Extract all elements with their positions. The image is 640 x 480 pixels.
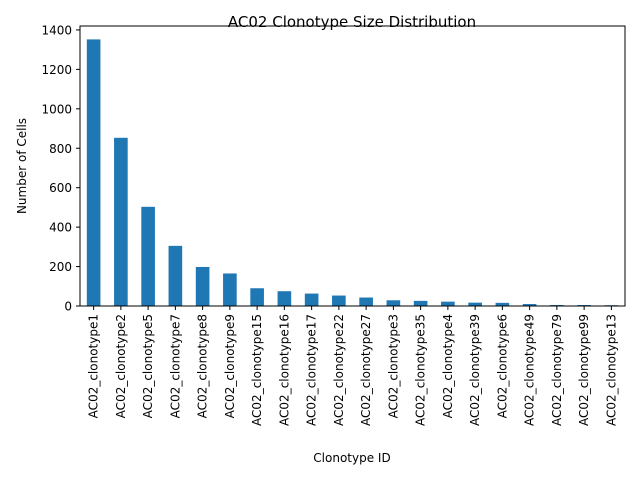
bar [114, 137, 128, 306]
bar [250, 288, 264, 306]
x-tick-label: AC02_clonotype39 [468, 314, 482, 426]
x-tick-label: AC02_clonotype5 [141, 314, 155, 418]
bars [86, 39, 619, 307]
bar [413, 300, 428, 306]
bar [168, 245, 183, 306]
y-axis: 0 200 400 600 800 1000 1200 1400 [41, 23, 80, 314]
bar [195, 266, 210, 306]
x-tick-label: AC02_clonotype27 [359, 314, 373, 426]
x-tick-label: AC02_clonotype22 [332, 314, 346, 426]
bar [304, 293, 319, 306]
y-axis-label: Number of Cells [15, 118, 29, 214]
x-tick-label: AC02_clonotype35 [414, 314, 428, 426]
bar [386, 300, 401, 306]
bar [359, 297, 373, 306]
y-tick-label: 1000 [41, 102, 72, 116]
x-tick-label: AC02_clonotype16 [277, 314, 291, 426]
bar [495, 302, 510, 306]
chart-title: AC02 Clonotype Size Distribution [228, 13, 476, 31]
bar [441, 301, 455, 306]
bar [223, 273, 237, 306]
bar [277, 291, 292, 306]
x-tick-label: AC02_clonotype13 [604, 314, 618, 426]
x-tick-label: AC02_clonotype1 [87, 314, 101, 418]
plot-frame [79, 25, 626, 307]
y-tick-label: 400 [49, 221, 72, 235]
x-tick-label: AC02_clonotype6 [495, 314, 509, 418]
y-tick-label: 200 [49, 260, 72, 274]
y-tick-label: 1200 [41, 63, 72, 77]
bar [522, 304, 537, 306]
x-tick-label: AC02_clonotype99 [577, 314, 591, 426]
x-tick-label: AC02_clonotype79 [550, 314, 564, 426]
x-tick-label: AC02_clonotype3 [386, 314, 400, 418]
x-tick-label: AC02_clonotype9 [223, 314, 237, 418]
y-tick-label: 0 [64, 300, 72, 314]
x-tick-label: AC02_clonotype17 [305, 314, 319, 426]
x-tick-label: AC02_clonotype7 [168, 314, 182, 418]
bar [86, 39, 101, 307]
y-tick-label: 800 [49, 142, 72, 156]
x-tick-label: AC02_clonotype49 [523, 314, 537, 426]
bar [141, 206, 155, 306]
x-tick-label: AC02_clonotype2 [114, 314, 128, 418]
bar [332, 295, 346, 306]
bar [468, 302, 482, 306]
y-tick-label: 600 [49, 181, 72, 195]
x-axis-label: Clonotype ID [313, 451, 390, 465]
y-tick-label: 1400 [41, 23, 72, 37]
x-tick-label: AC02_clonotype15 [250, 314, 264, 426]
x-tick-label: AC02_clonotype4 [441, 314, 455, 418]
x-tick-label: AC02_clonotype8 [196, 314, 210, 418]
x-axis: AC02_clonotype1 AC02_clonotype2 AC02_clono… [87, 306, 618, 426]
